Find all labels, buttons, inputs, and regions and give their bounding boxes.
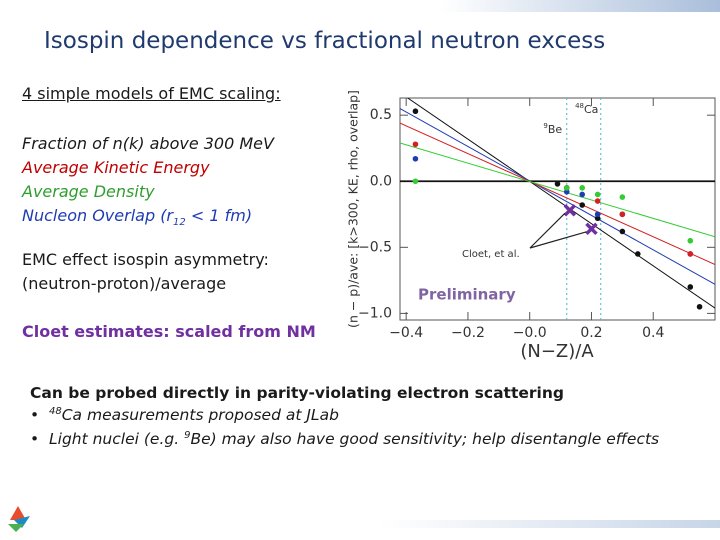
probe-text: Can be probed directly in parity-violati… <box>30 384 564 402</box>
model-text: Average Density <box>22 182 155 201</box>
x-axis-label: (N−Z)/A <box>520 341 594 362</box>
data-point <box>619 228 626 235</box>
annotation-sup: 9 <box>543 122 547 130</box>
fit-line <box>400 108 715 285</box>
fit-line <box>400 122 715 265</box>
bullet-text: Ca measurements proposed at JLab <box>61 406 339 425</box>
model-text: Fraction of n(k) above 300 MeV <box>22 134 274 153</box>
data-point <box>594 191 601 198</box>
y-tick-label: 0.5 <box>370 107 392 123</box>
data-point <box>687 251 694 257</box>
model-text: < 1 fm) <box>185 206 253 225</box>
bullet-text: Be) may also have good sensitivity; help… <box>190 430 660 449</box>
annotation-label: 9Be <box>543 122 562 136</box>
model-text: Nucleon Overlap (r12 < 1 fm) <box>22 206 252 228</box>
cloet-text: Cloet estimates: scaled from NM <box>22 322 316 341</box>
fit-line <box>400 142 715 238</box>
data-point <box>412 108 419 115</box>
asymmetry-text: (neutron-proton)/average <box>22 274 227 293</box>
data-point <box>687 237 694 244</box>
x-tick-label: 0.4 <box>642 325 664 341</box>
cross-marker <box>585 222 598 236</box>
x-tick-label: 0.2 <box>580 325 602 341</box>
annotation-text: Be <box>548 123 563 136</box>
arrow <box>529 231 587 249</box>
bullet: • Light nuclei (e.g. 9Be) may also have … <box>30 430 660 449</box>
data-point <box>594 215 601 222</box>
y-tick-label: 0.0 <box>370 173 392 189</box>
data-point <box>579 185 586 191</box>
fit-line <box>406 98 715 309</box>
cross-marker <box>563 204 577 217</box>
x-tick-label: −0.0 <box>513 325 547 341</box>
y-axis-label: (n − p)/ave: [k>300, KE, rho, overlap] <box>346 90 361 328</box>
data-point <box>563 185 570 191</box>
model-text: Nucleon Overlap (r <box>22 206 174 225</box>
bullet-text: Light nuclei (e.g. <box>49 430 185 449</box>
data-point <box>619 194 626 200</box>
data-point <box>634 251 641 257</box>
superscript: 9 <box>184 430 191 441</box>
data-point <box>554 181 561 187</box>
model-text: 12 <box>173 217 186 229</box>
data-point <box>412 178 419 185</box>
y-tick-label: −1.0 <box>358 305 392 321</box>
arrow <box>529 212 566 249</box>
preliminary-label: Preliminary <box>418 286 516 304</box>
model-text: Fraction of n(k) above 300 MeV <box>22 134 274 153</box>
asymmetry-text: EMC effect isospin asymmetry: <box>22 250 269 269</box>
logo <box>8 506 30 532</box>
x-tick-label: −0.2 <box>451 325 485 341</box>
data-point <box>619 211 626 218</box>
y-tick-label: −0.5 <box>358 239 392 255</box>
x-tick-label: −0.4 <box>389 325 423 341</box>
data-point <box>594 211 601 218</box>
superscript: 48 <box>49 406 62 417</box>
models-heading: 4 simple models of EMC scaling: <box>22 84 281 103</box>
data-point <box>579 191 586 198</box>
data-point <box>687 284 694 290</box>
cloet-label: Cloet, et al. <box>462 249 520 260</box>
top-band <box>440 0 720 12</box>
annotation-sup: 48 <box>575 102 584 110</box>
data-point <box>594 198 601 204</box>
model-text: Average Kinetic Energy <box>22 158 210 177</box>
bottom-band <box>380 520 720 528</box>
chart: (n − p)/ave: [k>300, KE, rho, overlap] (… <box>346 90 716 362</box>
model-text: Average Kinetic Energy <box>22 158 210 177</box>
data-point <box>696 303 703 310</box>
plot-area <box>400 98 715 309</box>
annotation-label: 48Ca <box>575 102 598 116</box>
bullet: • 48Ca measurements proposed at JLab <box>30 406 339 425</box>
data-point <box>412 155 419 162</box>
annotation-text: Ca <box>584 103 598 116</box>
data-point <box>579 202 586 208</box>
model-text: Average Density <box>22 182 155 201</box>
data-point <box>412 141 419 148</box>
plot-frame <box>399 97 716 321</box>
data-point <box>563 189 570 195</box>
title: Isospin dependence vs fractional neutron… <box>44 28 606 54</box>
